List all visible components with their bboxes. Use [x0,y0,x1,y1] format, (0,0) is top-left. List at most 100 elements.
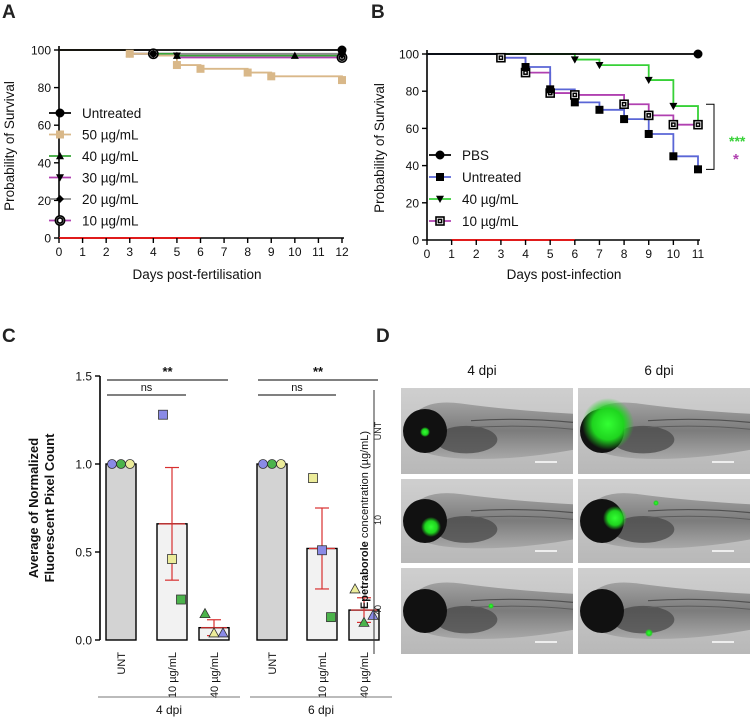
data-point-1 [196,64,205,73]
replicate-point [176,594,186,605]
data-point-2 [290,51,299,59]
larva-yolk [435,605,498,634]
fluorescence-spot [653,500,659,506]
x-tick-label: 8 [621,247,628,261]
y-tick-label: 80 [38,81,52,95]
y-tick-label: 0.0 [75,634,92,648]
panel-label-c: C [2,326,16,347]
data-point-3 [643,110,654,121]
panel-label-b: B [371,2,385,23]
data-point-2 [595,61,604,70]
replicate-point [358,616,370,627]
larva-eye [403,589,447,633]
group-label-1: 6 dpi [308,703,334,717]
x-tick-label: 11 [312,245,325,259]
data-point-3-inner [671,122,676,128]
legend-marker-3 [435,216,445,226]
larva-yolk [435,515,498,543]
legend-label-2: 40 µg/mL [82,149,139,164]
larva-notochord-2 [470,425,574,430]
panel-label-d: D [376,326,390,347]
comparison-label-2: ** [313,364,324,379]
fluorescence-spot [488,603,494,609]
survival-chart-b: Probability of Survival Days post-infect… [372,48,746,283]
legend-marker-1 [436,173,444,181]
x-tick-label: 6 [197,245,204,259]
data-point-4 [149,49,158,58]
replicate-point [167,554,177,564]
x-tick-label: 3 [126,245,133,259]
fluorescence-spot [582,398,634,450]
legend-marker-2 [56,152,64,160]
category-label-4: 10 µg/mL [317,652,329,698]
data-point-1 [267,72,276,81]
y-tick-label: 0.5 [75,546,92,560]
micrograph-1 [578,388,750,474]
larva-yolk [612,515,675,543]
replicate-point [107,459,117,469]
replicate-point [217,627,229,638]
data-point-2 [172,51,181,59]
micrograph-0 [401,388,574,474]
data-point-3 [619,99,629,110]
chart-a-y-label: Probability of Survival [2,81,17,211]
replicate-point [116,459,126,469]
concentration-axis-label: Epetraborole concentration (µg/mL) [359,431,371,609]
y-tick-label: 20 [406,196,420,210]
data-point-3 [496,52,506,63]
x-tick-label: 0 [424,247,431,261]
data-point-1 [644,129,653,138]
legend-marker-3-inner [437,218,443,224]
comparison-label-1: ns [141,382,153,394]
legend-marker-3 [56,174,64,182]
legend-label-1: Untreated [462,170,521,185]
legend-marker-2 [436,195,444,203]
data-point-3-inner [646,113,652,118]
micrograph-3 [578,479,750,563]
replicate-point [326,612,336,623]
data-point-1 [521,63,530,72]
larva-notochord-2 [470,605,574,610]
panel-d-images: 4 dpi 6 dpi UNT 10 40 Epetraborole conce… [359,363,750,654]
data-point-1 [546,85,555,94]
y-tick-label: 60 [406,122,420,136]
data-point-1 [694,165,702,174]
x-tick-label: 5 [174,245,181,259]
replicate-point [267,459,277,469]
data-point-3 [338,52,346,60]
micrograph-2 [401,479,574,563]
data-point-2 [669,102,678,111]
legend-label-1: 50 µg/mL [82,128,139,143]
data-point-3 [668,119,679,130]
data-point-2 [644,76,653,85]
panel-label-a: A [2,2,16,23]
data-point-1 [570,98,579,107]
fluorescence-spot [421,517,441,537]
x-tick-label: 8 [244,245,251,259]
larva-notochord-2 [647,425,750,430]
legend-marker-0 [435,150,445,160]
category-label-3: UNT [267,652,279,675]
legend-label-5: 10 µg/mL [82,214,139,229]
x-tick-label: 9 [645,247,652,261]
data-point-2 [570,56,579,64]
larva-notochord-2 [470,515,574,520]
x-tick-label: 11 [692,247,705,261]
larva-notochord [470,418,574,423]
y-tick-label: 80 [406,85,420,99]
x-tick-label: 12 [335,245,349,259]
y-tick-label: 0 [412,234,419,248]
x-tick-label: 4 [150,245,157,259]
legend-marker-4 [56,195,64,203]
y-tick-label: 20 [38,194,52,208]
legend-label-0: PBS [462,148,489,163]
replicate-point [367,609,379,620]
larva-yolk [435,425,498,454]
x-tick-label: 3 [498,247,505,261]
legend-marker-1 [56,130,64,139]
x-tick-label: 6 [571,247,578,261]
y-tick-label: 1.5 [75,370,92,384]
legend-label-4: 20 µg/mL [82,192,139,207]
larva-notochord [470,598,574,603]
